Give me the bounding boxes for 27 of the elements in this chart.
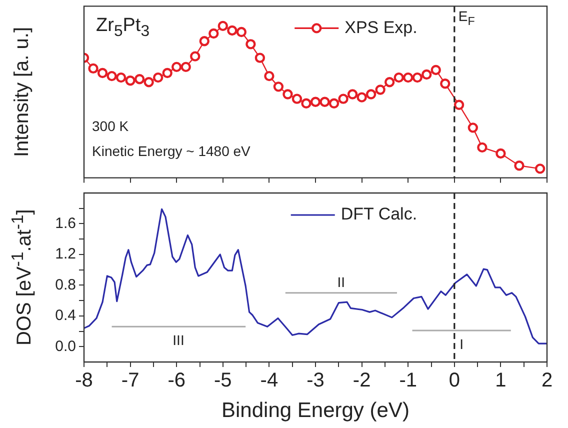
x-tick-label: 0	[448, 370, 460, 392]
x-tick-label: -3	[306, 370, 324, 392]
ref-line-label: E$_{F}$	[458, 8, 475, 28]
annotation: III	[172, 332, 184, 348]
y-axis-title: Intensity [a. u.]	[11, 26, 34, 158]
x-tick-label: -1	[399, 370, 417, 392]
x-tick-label: -5	[214, 370, 232, 392]
x-tick-label: -7	[121, 370, 140, 392]
y-tick-label: 0.0	[55, 338, 76, 355]
annotation: Zr$_{5}$Pt$_{3}$	[96, 15, 150, 40]
annotation: II	[337, 274, 345, 290]
x-tick-label: -8	[75, 370, 93, 392]
legend-label: XPS Exp.	[344, 18, 418, 37]
annotation: I	[460, 336, 464, 352]
x-tick-label: 2	[541, 370, 553, 392]
y-tick-label: 1.6	[55, 214, 76, 232]
y-tick-label: 0.4	[55, 307, 76, 324]
x-tick-label: -4	[260, 370, 278, 392]
y-tick-label: 1.2	[55, 246, 76, 263]
annotation: Kinetic Energy ~ 1480 eV	[92, 142, 250, 159]
y-tick-label: 0.8	[55, 276, 76, 294]
x-tick-label: 1	[495, 370, 506, 392]
x-tick-label: -6	[168, 370, 186, 392]
legend-label: DFT Calc.	[340, 204, 418, 224]
x-tick-label: -2	[352, 370, 371, 392]
annotation: 300 K	[92, 118, 129, 134]
x-axis-title: Binding Energy (eV)	[222, 398, 410, 422]
